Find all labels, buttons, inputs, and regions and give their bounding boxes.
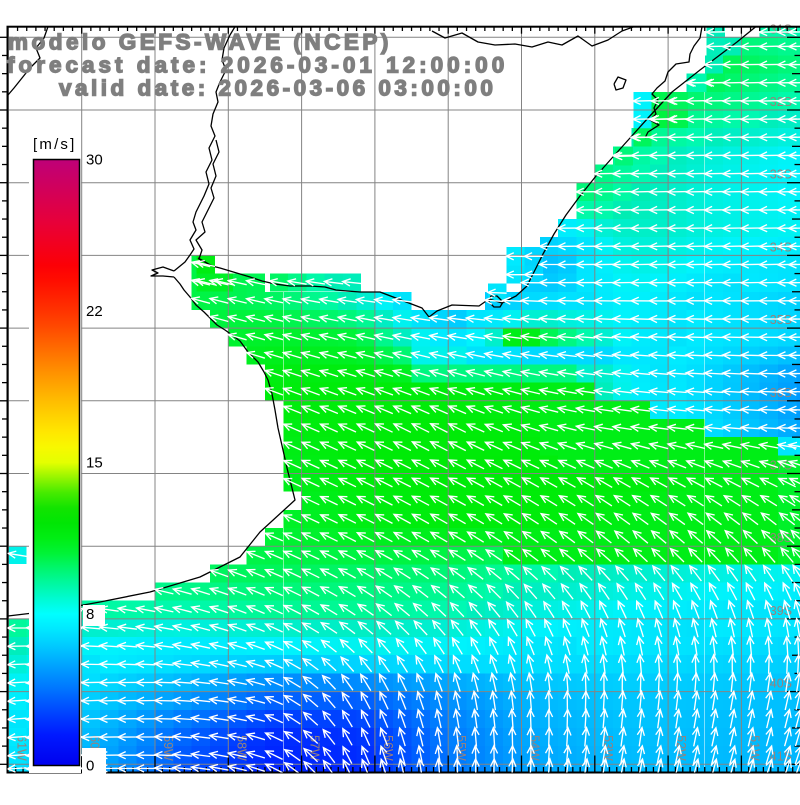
svg-text:30: 30 bbox=[86, 152, 103, 169]
svg-text:valid date: 2026-03-06 03:00:0: valid date: 2026-03-06 03:00:00 bbox=[59, 76, 496, 101]
svg-text:15: 15 bbox=[86, 455, 103, 472]
svg-text:22: 22 bbox=[86, 303, 103, 320]
svg-text:[m/s]: [m/s] bbox=[33, 136, 77, 153]
svg-text:53W: 53W bbox=[601, 735, 615, 761]
svg-text:modelo GEFS-WAVE (NCEP): modelo GEFS-WAVE (NCEP) bbox=[8, 30, 392, 55]
svg-text:8: 8 bbox=[86, 606, 94, 623]
svg-text:40S: 40S bbox=[770, 677, 792, 691]
svg-text:59W: 59W bbox=[161, 735, 175, 761]
svg-text:forecast date: 2026-03-01 12:0: forecast date: 2026-03-01 12:00:00 bbox=[7, 53, 508, 78]
svg-text:0: 0 bbox=[86, 758, 94, 775]
svg-text:57W: 57W bbox=[308, 735, 322, 761]
svg-text:61W: 61W bbox=[14, 735, 28, 761]
